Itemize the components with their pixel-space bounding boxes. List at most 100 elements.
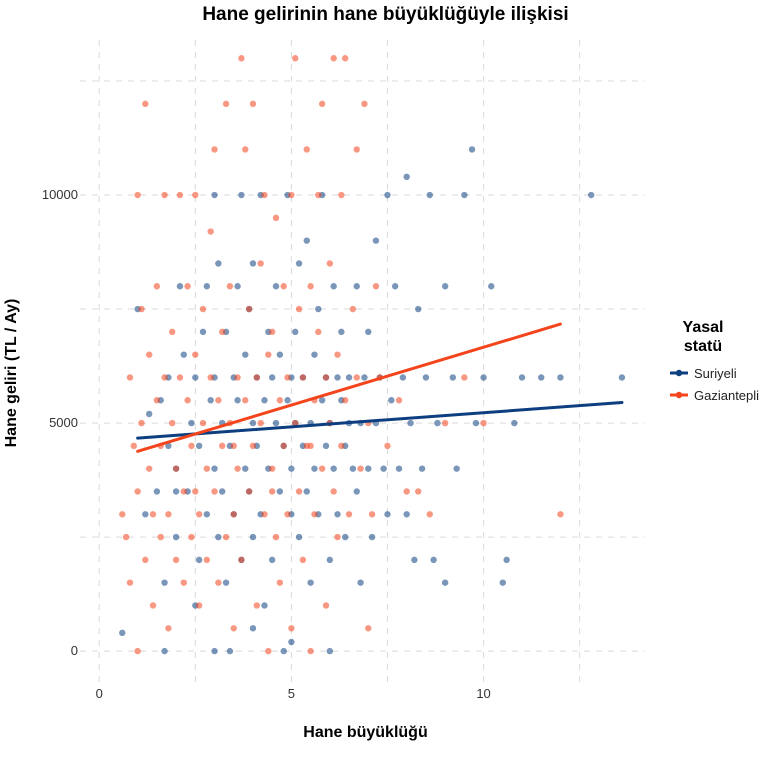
data-point	[349, 305, 357, 313]
data-point	[257, 419, 264, 427]
data-point	[511, 419, 518, 427]
data-point	[288, 638, 295, 646]
data-point	[207, 397, 214, 404]
data-point	[307, 442, 314, 450]
data-point	[292, 328, 299, 336]
data-point	[372, 237, 380, 244]
data-point	[357, 579, 364, 586]
data-point	[353, 283, 360, 290]
data-point	[153, 397, 161, 404]
data-point	[242, 146, 249, 153]
legend-title-line: Yasal	[682, 319, 724, 336]
data-point	[342, 55, 349, 62]
data-point	[499, 579, 506, 586]
data-point	[453, 465, 460, 472]
data-point	[234, 397, 241, 404]
data-point	[361, 100, 368, 108]
data-point	[195, 511, 203, 518]
data-point	[311, 351, 318, 358]
data-point	[303, 146, 310, 153]
data-point	[165, 625, 172, 632]
data-point	[126, 374, 134, 381]
data-point	[145, 465, 153, 472]
legend-label: Gaziantepli	[694, 387, 760, 403]
data-point	[434, 419, 441, 427]
data-point	[345, 374, 353, 381]
data-point	[368, 533, 376, 541]
legend-title: Yasal statü	[668, 318, 738, 356]
data-point	[365, 328, 372, 336]
data-point	[142, 100, 149, 108]
data-point	[330, 283, 337, 290]
data-point	[468, 146, 476, 153]
data-point	[395, 397, 403, 404]
data-point	[203, 465, 211, 472]
data-point	[172, 488, 180, 495]
data-point	[415, 488, 422, 495]
data-point	[538, 374, 545, 381]
data-point	[315, 191, 322, 199]
data-point	[292, 55, 299, 62]
data-point	[311, 511, 318, 518]
data-point	[399, 374, 407, 381]
data-point	[334, 533, 341, 541]
data-point	[199, 305, 207, 313]
data-point	[169, 419, 176, 427]
data-point	[353, 488, 360, 495]
data-point	[249, 260, 257, 267]
data-point	[119, 511, 126, 518]
data-point	[280, 442, 287, 450]
data-point	[130, 442, 138, 450]
y-tick-label: 0	[71, 643, 78, 658]
data-point	[238, 556, 245, 564]
data-point	[488, 283, 495, 290]
data-point	[415, 305, 422, 313]
data-point	[249, 442, 257, 450]
data-point	[138, 419, 145, 427]
data-point	[288, 191, 295, 199]
data-point	[145, 410, 153, 418]
data-point	[134, 488, 141, 495]
data-point	[268, 488, 276, 495]
y-tick-label: 5000	[49, 415, 78, 430]
data-point	[295, 533, 303, 541]
data-point	[330, 55, 337, 62]
data-point	[261, 511, 268, 518]
data-point	[295, 488, 303, 495]
data-point	[276, 579, 284, 586]
data-point	[403, 488, 410, 495]
y-tick-label: 10000	[42, 187, 78, 202]
data-point	[261, 397, 268, 404]
data-point	[192, 374, 199, 381]
data-point	[284, 374, 291, 381]
data-point	[211, 647, 218, 655]
data-point	[418, 465, 426, 472]
data-point	[245, 305, 253, 313]
x-tick-label: 10	[476, 686, 490, 701]
data-point	[142, 511, 149, 518]
legend-item: Gaziantepli	[668, 384, 768, 406]
data-point	[161, 647, 168, 655]
data-point	[430, 556, 437, 564]
data-point	[238, 55, 245, 62]
data-point	[249, 419, 257, 427]
data-point	[219, 442, 226, 450]
data-point	[226, 283, 234, 290]
chart-title: Hane gelirinin hane büyüklüğüyle ilişkis…	[202, 4, 569, 25]
data-point	[322, 374, 330, 381]
data-point	[134, 647, 141, 655]
data-point	[203, 556, 211, 564]
data-point	[345, 511, 353, 518]
data-point	[326, 260, 334, 267]
data-point	[195, 442, 203, 450]
data-point	[342, 533, 349, 541]
data-point	[395, 465, 403, 472]
data-point	[268, 374, 276, 381]
legend-label: Suriyeli	[694, 365, 737, 381]
data-point	[242, 397, 249, 404]
data-point	[230, 511, 237, 518]
data-point	[242, 465, 249, 472]
data-point	[195, 556, 203, 564]
legend-key	[668, 362, 690, 384]
data-point	[222, 579, 230, 586]
